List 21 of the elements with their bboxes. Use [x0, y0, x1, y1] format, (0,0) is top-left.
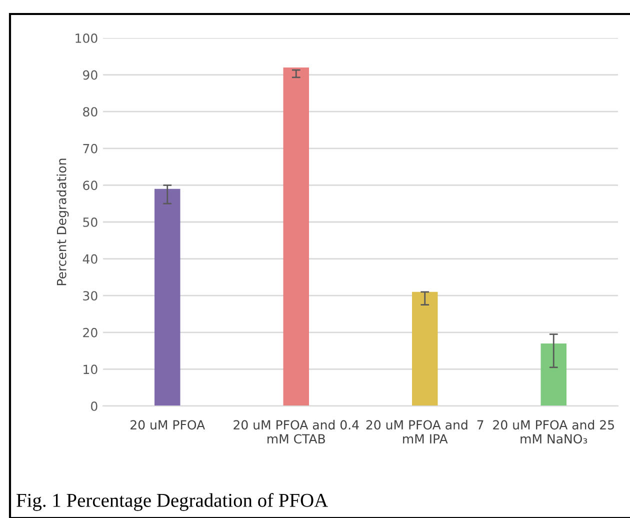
- bar: [154, 188, 180, 406]
- x-tick-label: 20 uM PFOA and 0.4 mM CTAB: [234, 420, 359, 444]
- y-tick-label: 20: [83, 328, 98, 338]
- x-tick-label: 20 uM PFOA and 7 mM IPA: [366, 420, 484, 444]
- x-tick-label: 20 uM PFOA: [130, 420, 205, 430]
- y-tick-label: 40: [82, 254, 98, 264]
- y-tick-label: 90: [83, 70, 98, 80]
- bar: [540, 343, 566, 406]
- bar: [283, 67, 309, 406]
- y-tick-label: 60: [83, 180, 98, 190]
- x-tick-label: 20 uM PFOA and 25 mM NaNO₃: [493, 420, 614, 444]
- y-axis-title: Percent Degradation: [56, 158, 69, 286]
- bar: [412, 292, 438, 406]
- caption: Fig. 1 Percentage Degradation of PFOA: [16, 493, 328, 511]
- y-tick-label: 50: [83, 217, 98, 227]
- y-tick-label: 0: [91, 401, 98, 411]
- y-tick-label: 10: [84, 364, 98, 374]
- y-tick-label: 70: [83, 144, 98, 154]
- y-tick-label: 100: [76, 33, 98, 43]
- y-tick-label: 80: [83, 107, 98, 117]
- y-tick-label: 30: [83, 291, 98, 301]
